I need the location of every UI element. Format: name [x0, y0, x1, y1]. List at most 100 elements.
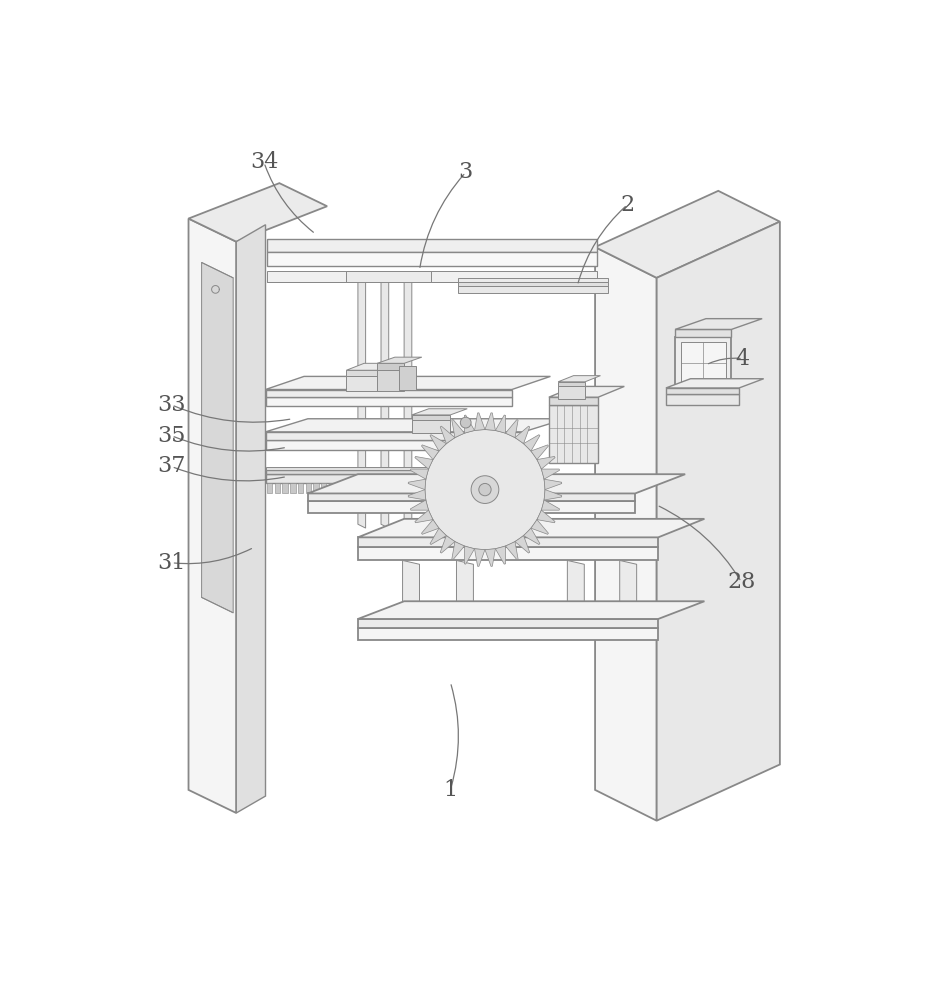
Text: 4: 4 [736, 348, 750, 370]
Polygon shape [409, 490, 425, 500]
Polygon shape [398, 483, 403, 493]
Polygon shape [429, 483, 434, 493]
Polygon shape [666, 379, 764, 388]
Polygon shape [266, 470, 462, 474]
Polygon shape [675, 329, 731, 337]
Polygon shape [266, 432, 524, 440]
Polygon shape [549, 386, 625, 397]
Polygon shape [666, 394, 739, 405]
Polygon shape [524, 528, 539, 545]
Polygon shape [515, 426, 529, 444]
Polygon shape [537, 456, 555, 469]
Polygon shape [475, 413, 485, 430]
Polygon shape [377, 370, 404, 391]
Polygon shape [515, 536, 529, 553]
Polygon shape [409, 479, 425, 490]
Polygon shape [531, 520, 549, 534]
Polygon shape [410, 500, 428, 510]
Polygon shape [266, 474, 462, 483]
Polygon shape [440, 536, 455, 553]
Polygon shape [189, 183, 327, 242]
Polygon shape [541, 500, 559, 510]
Polygon shape [406, 483, 411, 493]
Polygon shape [377, 357, 422, 363]
Text: 35: 35 [157, 425, 186, 447]
Polygon shape [266, 440, 524, 450]
Polygon shape [358, 274, 366, 528]
Polygon shape [656, 222, 780, 821]
Polygon shape [308, 474, 685, 493]
Polygon shape [452, 483, 457, 493]
Polygon shape [266, 397, 512, 406]
Polygon shape [682, 342, 726, 391]
Polygon shape [424, 430, 545, 550]
Polygon shape [346, 382, 431, 389]
Polygon shape [440, 426, 455, 444]
Polygon shape [267, 271, 597, 282]
Polygon shape [358, 601, 704, 619]
Polygon shape [544, 490, 562, 500]
Polygon shape [666, 388, 739, 394]
Polygon shape [346, 363, 398, 370]
Polygon shape [422, 445, 439, 460]
Text: 28: 28 [727, 571, 755, 593]
Polygon shape [430, 528, 446, 545]
Polygon shape [267, 252, 597, 266]
Polygon shape [549, 397, 598, 405]
Polygon shape [266, 419, 566, 432]
Polygon shape [267, 239, 597, 252]
Circle shape [460, 417, 471, 428]
Polygon shape [595, 247, 656, 821]
Polygon shape [404, 274, 411, 528]
Polygon shape [549, 405, 598, 463]
Polygon shape [306, 483, 311, 493]
Polygon shape [531, 445, 549, 460]
Polygon shape [377, 363, 404, 370]
Polygon shape [358, 619, 658, 628]
Polygon shape [329, 483, 334, 493]
Polygon shape [465, 415, 475, 433]
Polygon shape [308, 493, 635, 501]
Polygon shape [308, 501, 635, 513]
Circle shape [471, 476, 499, 503]
Polygon shape [465, 546, 475, 564]
Polygon shape [358, 547, 658, 560]
Text: 34: 34 [250, 151, 278, 173]
Polygon shape [359, 483, 365, 493]
Polygon shape [358, 519, 704, 537]
Polygon shape [415, 456, 433, 469]
Polygon shape [382, 483, 388, 493]
Polygon shape [558, 382, 585, 386]
Polygon shape [352, 483, 357, 493]
Polygon shape [558, 376, 600, 382]
Polygon shape [337, 483, 342, 493]
Polygon shape [430, 435, 446, 451]
Polygon shape [456, 560, 473, 632]
Polygon shape [568, 560, 584, 632]
Polygon shape [541, 469, 559, 479]
Polygon shape [189, 219, 237, 813]
Polygon shape [675, 337, 731, 396]
Polygon shape [202, 262, 233, 613]
Polygon shape [496, 546, 506, 564]
Polygon shape [411, 420, 451, 433]
Polygon shape [558, 386, 585, 399]
Polygon shape [595, 191, 780, 278]
Polygon shape [458, 278, 608, 282]
Polygon shape [346, 271, 431, 282]
Polygon shape [367, 483, 372, 493]
Polygon shape [358, 537, 658, 547]
Polygon shape [485, 549, 496, 566]
Polygon shape [282, 483, 288, 493]
Polygon shape [444, 483, 450, 493]
Polygon shape [266, 376, 551, 389]
Polygon shape [313, 483, 319, 493]
Text: 37: 37 [157, 456, 186, 478]
Polygon shape [537, 510, 555, 523]
Polygon shape [421, 483, 426, 493]
Polygon shape [410, 469, 428, 479]
Polygon shape [398, 366, 416, 389]
Polygon shape [675, 319, 762, 329]
Polygon shape [413, 483, 419, 493]
Polygon shape [452, 542, 465, 560]
